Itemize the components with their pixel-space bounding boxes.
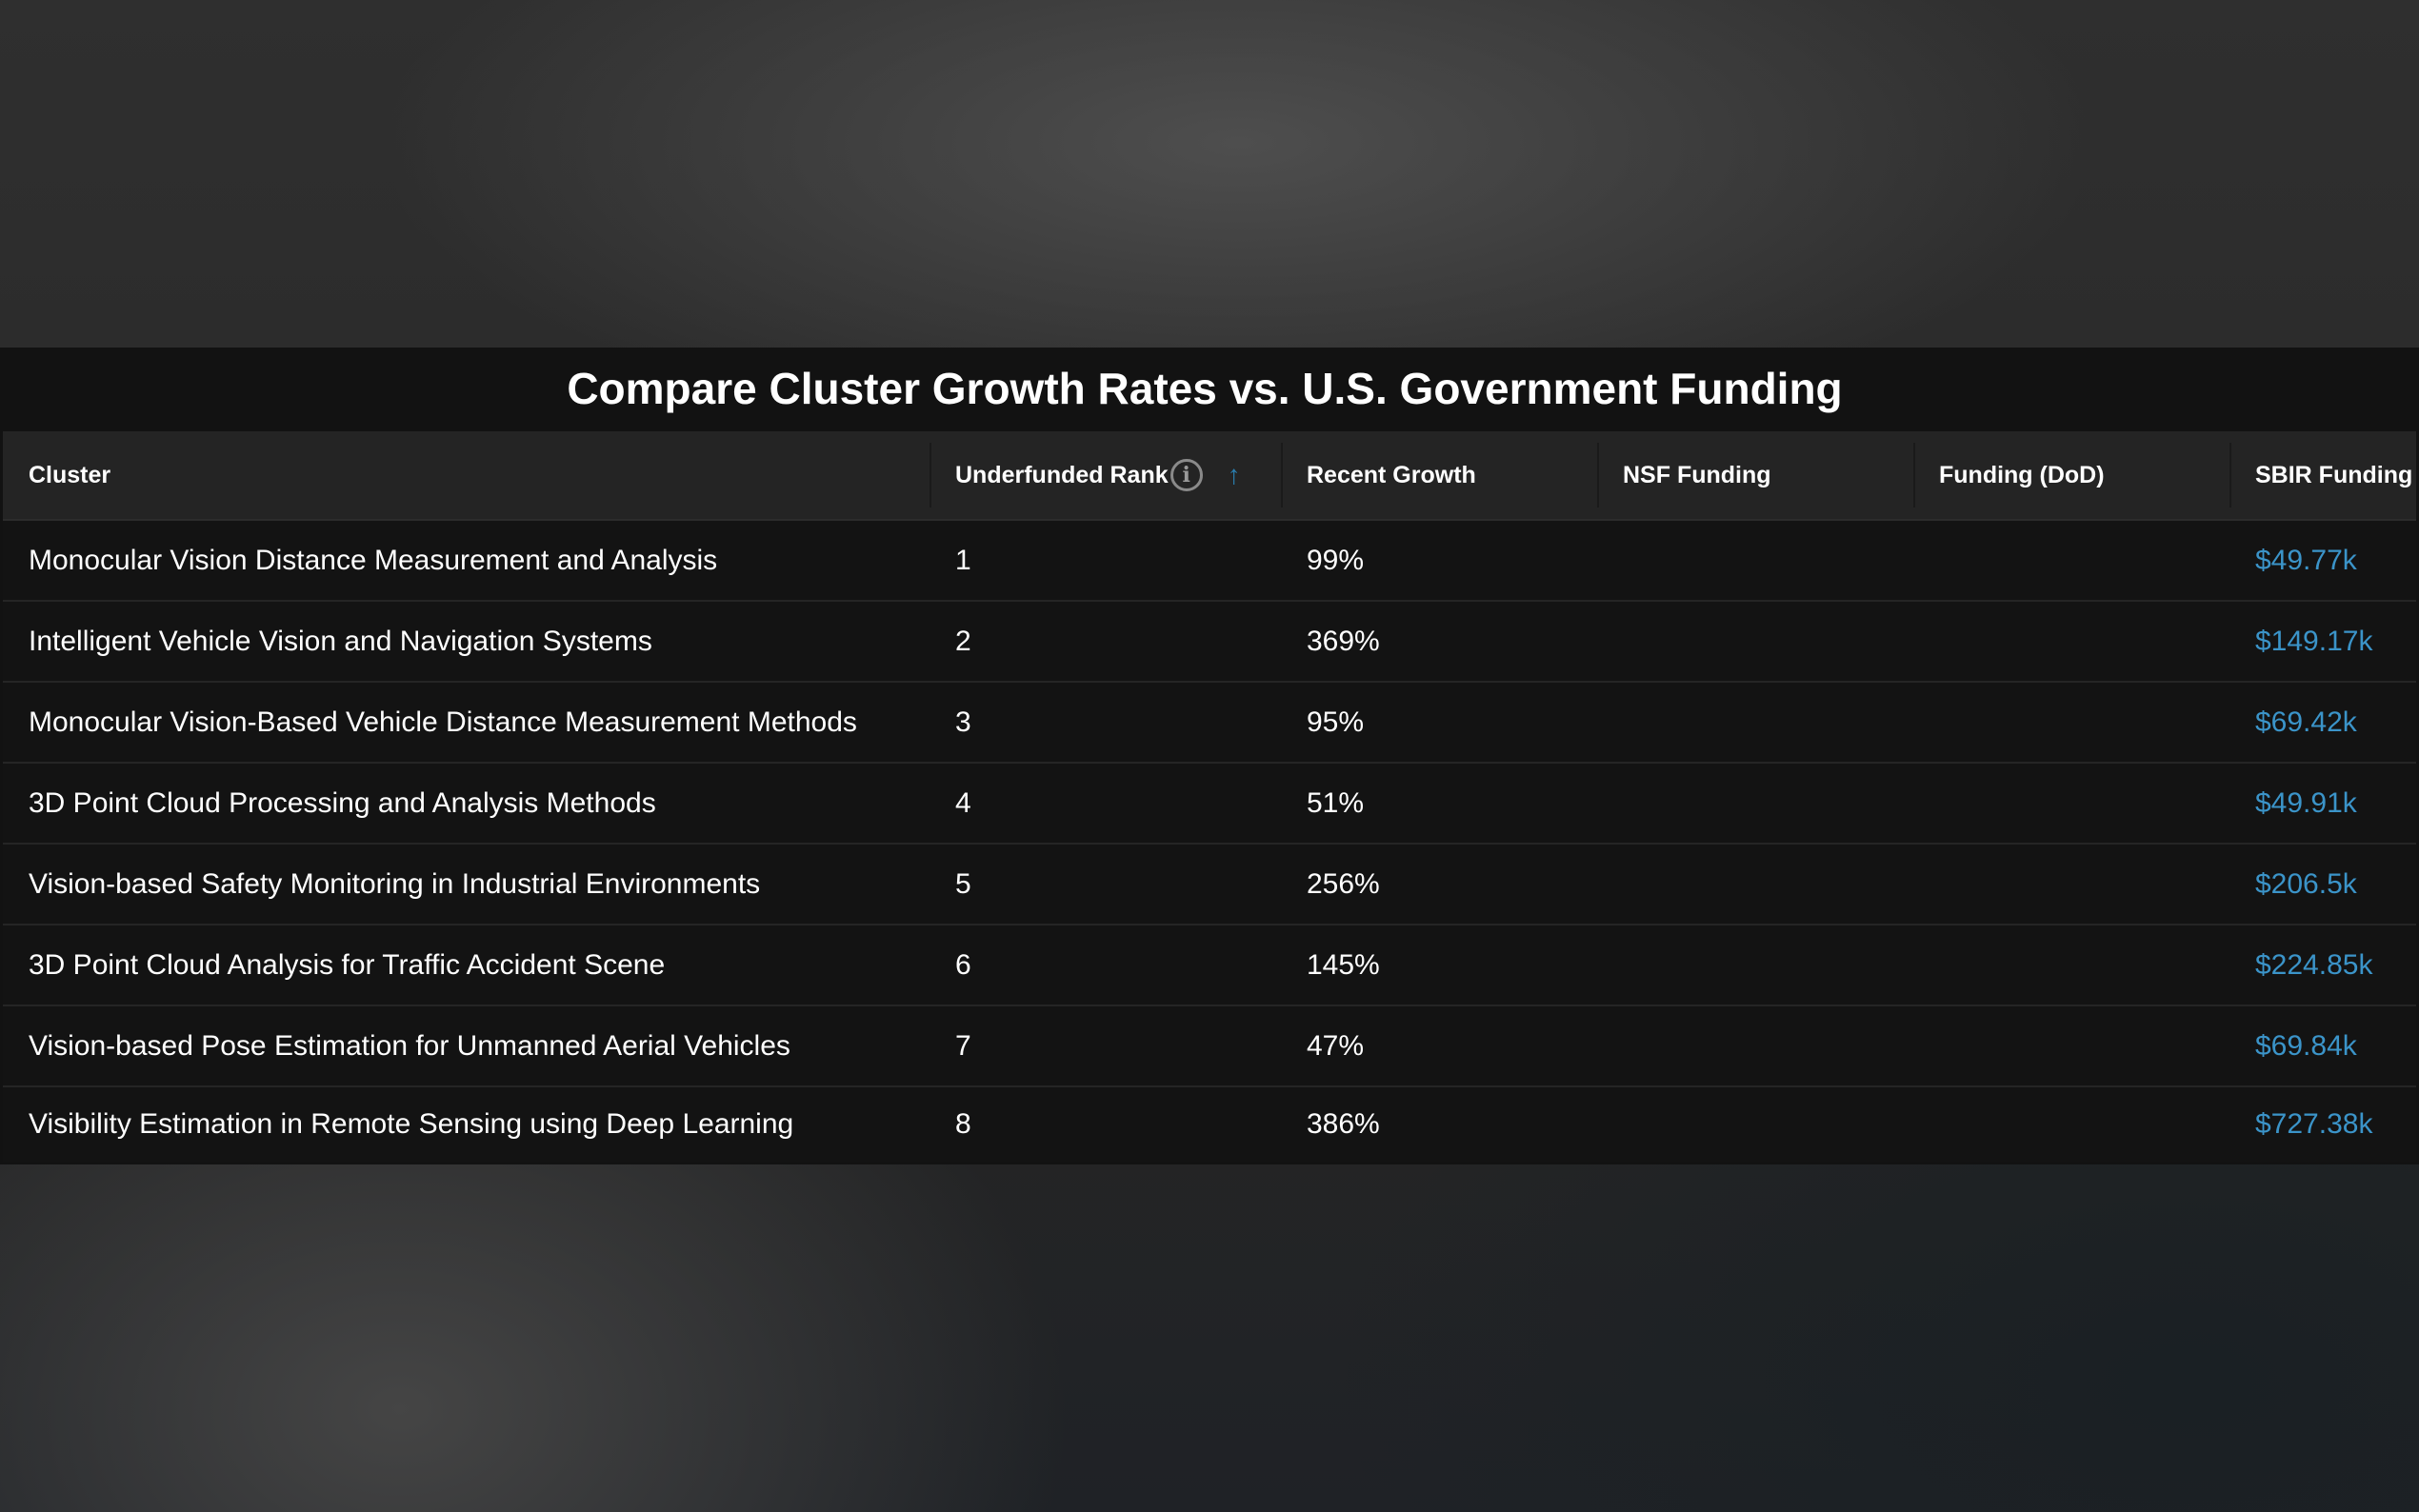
sort-ascending-icon[interactable]: ↑ [1227, 460, 1241, 489]
cell-cluster: Monocular Vision Distance Measurement an… [29, 544, 718, 576]
cell-recent-growth: 256% [1307, 867, 1380, 900]
cell-recent-growth: 369% [1307, 625, 1380, 657]
column-header-recent-growth[interactable]: Recent Growth [1281, 431, 1597, 519]
cell-cluster: Visibility Estimation in Remote Sensing … [29, 1108, 794, 1140]
cell-recent-growth: 51% [1307, 786, 1365, 819]
table-row[interactable]: Monocular Vision-Based Vehicle Distance … [3, 683, 2416, 764]
cell-underfunded-rank: 3 [955, 706, 971, 738]
table-row[interactable]: Intelligent Vehicle Vision and Navigatio… [3, 602, 2416, 683]
cell-recent-growth: 386% [1307, 1108, 1380, 1140]
cell-recent-growth: 47% [1307, 1029, 1365, 1062]
cell-underfunded-rank: 8 [955, 1108, 971, 1140]
cell-cluster: Intelligent Vehicle Vision and Navigatio… [29, 625, 652, 657]
cell-recent-growth: 99% [1307, 544, 1365, 576]
column-header-nsf-funding[interactable]: NSF Funding [1597, 431, 1913, 519]
column-header-underfunded-rank[interactable]: Underfunded Rank i ↑ [930, 431, 1281, 519]
cell-underfunded-rank: 6 [955, 948, 971, 981]
column-header-label: SBIR Funding [2255, 461, 2413, 488]
column-header-label: Cluster [29, 461, 111, 488]
cell-underfunded-rank: 5 [955, 867, 971, 900]
cell-recent-growth: 95% [1307, 706, 1365, 738]
cell-underfunded-rank: 4 [955, 786, 971, 819]
cell-underfunded-rank: 7 [955, 1029, 971, 1062]
table-row[interactable]: Vision-based Pose Estimation for Unmanne… [3, 1006, 2416, 1087]
cluster-table: Cluster Underfunded Rank i ↑ Recent Grow… [3, 431, 2416, 1162]
cell-sbir-funding[interactable]: $224.85k [2255, 948, 2373, 981]
table-row[interactable]: Monocular Vision Distance Measurement an… [3, 521, 2416, 602]
info-icon[interactable]: i [1170, 459, 1203, 491]
cell-sbir-funding[interactable]: $206.5k [2255, 867, 2357, 900]
cell-sbir-funding[interactable]: $727.38k [2255, 1108, 2373, 1140]
cell-sbir-funding[interactable]: $69.84k [2255, 1029, 2357, 1062]
table-row[interactable]: Visibility Estimation in Remote Sensing … [3, 1087, 2416, 1162]
cell-underfunded-rank: 2 [955, 625, 971, 657]
page-title: Compare Cluster Growth Rates vs. U.S. Go… [567, 364, 1843, 413]
cell-sbir-funding[interactable]: $69.42k [2255, 706, 2357, 738]
column-header-label: Underfunded Rank [955, 461, 1169, 488]
column-header-dod-funding[interactable]: Funding (DoD) [1913, 431, 2229, 519]
cell-cluster: Vision-based Safety Monitoring in Indust… [29, 867, 761, 900]
column-header-label: NSF Funding [1623, 461, 1771, 488]
column-header-label: Funding (DoD) [1939, 461, 2105, 488]
table-header: Cluster Underfunded Rank i ↑ Recent Grow… [3, 431, 2416, 521]
cell-cluster: Vision-based Pose Estimation for Unmanne… [29, 1029, 790, 1062]
table-row[interactable]: 3D Point Cloud Processing and Analysis M… [3, 764, 2416, 845]
cell-sbir-funding[interactable]: $49.77k [2255, 544, 2357, 576]
table-row[interactable]: 3D Point Cloud Analysis for Traffic Acci… [3, 925, 2416, 1006]
column-header-sbir-funding[interactable]: SBIR Funding [2229, 431, 2416, 519]
cell-cluster: 3D Point Cloud Analysis for Traffic Acci… [29, 948, 666, 981]
cell-cluster: Monocular Vision-Based Vehicle Distance … [29, 706, 857, 738]
cell-recent-growth: 145% [1307, 948, 1380, 981]
column-header-label: Recent Growth [1307, 461, 1476, 488]
cell-sbir-funding[interactable]: $149.17k [2255, 625, 2373, 657]
table-row[interactable]: Vision-based Safety Monitoring in Indust… [3, 845, 2416, 925]
comparison-panel: Compare Cluster Growth Rates vs. U.S. Go… [0, 348, 2419, 1164]
cell-sbir-funding[interactable]: $49.91k [2255, 786, 2357, 819]
table-body: Monocular Vision Distance Measurement an… [3, 521, 2416, 1162]
cell-underfunded-rank: 1 [955, 544, 971, 576]
column-header-cluster[interactable]: Cluster [3, 431, 930, 519]
cell-cluster: 3D Point Cloud Processing and Analysis M… [29, 786, 656, 819]
